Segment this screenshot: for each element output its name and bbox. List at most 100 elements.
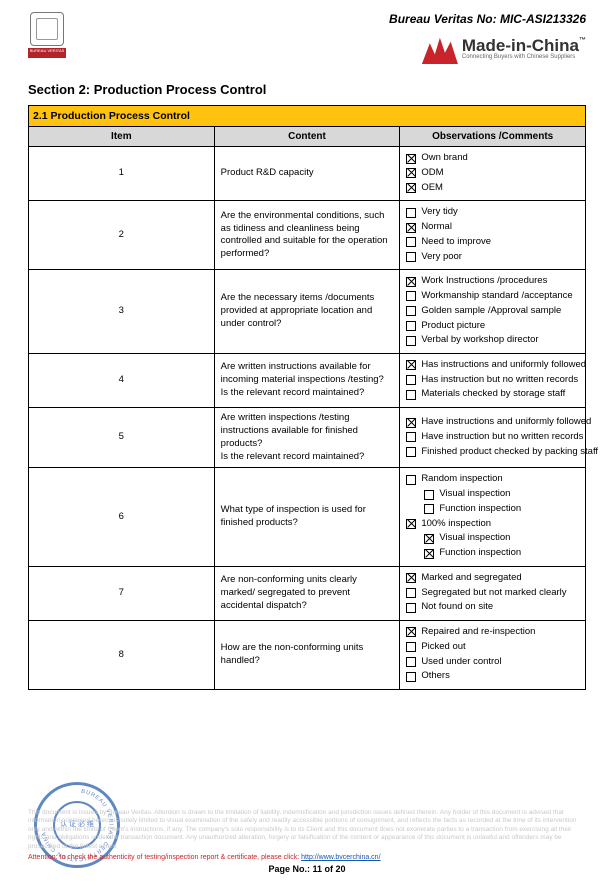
checkbox-line: Has instruction but no written records (406, 374, 579, 388)
checkbox-line: Materials checked by storage staff (406, 388, 579, 402)
checkbox-label: OEM (421, 182, 443, 193)
cell-item: 4 (29, 353, 215, 407)
checkbox-line: Own brand (406, 152, 579, 166)
table-row: 2Are the environmental conditions, such … (29, 201, 586, 270)
cell-content: Are the necessary items /documents provi… (214, 270, 400, 354)
checkbox-label: 100% inspection (421, 518, 491, 529)
checkbox-checked-icon (406, 627, 416, 637)
checkbox-label: Very poor (421, 251, 462, 262)
cell-observations: Has instructions and uniformly followedH… (400, 353, 586, 407)
checkbox-label: Picked out (421, 641, 465, 652)
cell-content: What type of inspection is used for fini… (214, 468, 400, 566)
cell-content: How are the non-conforming units handled… (214, 621, 400, 690)
checkbox-label: Very tidy (421, 206, 457, 217)
checkbox-label: Verbal by workshop director (421, 334, 538, 345)
checkbox-label: Need to improve (421, 236, 491, 247)
bv-logo-band: BUREAU VERITAS (28, 48, 66, 58)
cell-item: 8 (29, 621, 215, 690)
page-footer: This document is issued by Bureau Verita… (0, 809, 614, 876)
checkbox-line: Workmanship standard /acceptance (406, 290, 579, 304)
checkbox-unchecked-icon (406, 475, 416, 485)
checkbox-line: Very poor (406, 251, 579, 265)
table-row: 4Are written instructions available for … (29, 353, 586, 407)
checkbox-checked-icon (424, 549, 434, 559)
checkbox-line: Function inspection (406, 547, 579, 561)
checkbox-label: Normal (421, 221, 452, 232)
col-header-content: Content (214, 127, 400, 147)
table-row: 1Product R&D capacityOwn brandODMOEM (29, 147, 586, 201)
checkbox-line: Need to improve (406, 236, 579, 250)
checkbox-label: Visual inspection (439, 532, 510, 543)
checkbox-line: Marked and segregated (406, 572, 579, 586)
checkbox-unchecked-icon (406, 237, 416, 247)
cell-item: 6 (29, 468, 215, 566)
checkbox-line: Segregated but not marked clearly (406, 587, 579, 601)
checkbox-unchecked-icon (406, 447, 416, 457)
cell-observations: Repaired and re-inspectionPicked outUsed… (400, 621, 586, 690)
checkbox-unchecked-icon (406, 306, 416, 316)
bv-number: Bureau Veritas No: MIC-ASI213326 (389, 12, 586, 26)
authenticity-notice: Attention: to check the authenticity of … (28, 853, 586, 862)
checkbox-line: Finished product checked by packing staf… (406, 446, 579, 460)
checkbox-label: Used under control (421, 656, 501, 667)
checkbox-unchecked-icon (406, 291, 416, 301)
checkbox-label: Product picture (421, 320, 485, 331)
checkbox-line: Have instruction but no written records (406, 431, 579, 445)
table-row: 7Are non-conforming units clearly marked… (29, 566, 586, 620)
checkbox-label: Marked and segregated (421, 572, 521, 583)
table-row: 5Are written inspections /testing instru… (29, 408, 586, 468)
table-row: 3Are the necessary items /documents prov… (29, 270, 586, 354)
checkbox-unchecked-icon (406, 657, 416, 667)
mic-main-text: Made-in-China™ (462, 37, 586, 54)
checkbox-line: Product picture (406, 320, 579, 334)
cell-observations: Very tidy Normal Need to improve Very poor (400, 201, 586, 270)
col-header-obs: Observations /Comments (400, 127, 586, 147)
col-header-item: Item (29, 127, 215, 147)
checkbox-line: Picked out (406, 641, 579, 655)
checkbox-unchecked-icon (406, 432, 416, 442)
checkbox-label: Others (421, 670, 450, 681)
checkbox-checked-icon (406, 168, 416, 178)
checkbox-line: Very tidy (406, 206, 579, 220)
cell-content: Are written instructions available for i… (214, 353, 400, 407)
mic-sub-text: Connecting Buyers with Chinese Suppliers (462, 54, 586, 60)
authenticity-link[interactable]: http://www.bvcerchina.cn/ (301, 854, 380, 861)
made-in-china-logo: Made-in-China™ Connecting Buyers with Ch… (389, 32, 586, 64)
checkbox-line: OEM (406, 182, 579, 196)
checkbox-line: Function inspection (406, 503, 579, 517)
cell-content: Are the environmental conditions, such a… (214, 201, 400, 270)
checkbox-label: Function inspection (439, 547, 521, 558)
cell-observations: Marked and segregated Segregated but not … (400, 566, 586, 620)
checkbox-line: Visual inspection (406, 532, 579, 546)
checkbox-unchecked-icon (406, 252, 416, 262)
cell-item: 1 (29, 147, 215, 201)
checkbox-label: Have instruction but no written records (421, 431, 583, 442)
cell-observations: Random inspectionVisual inspectionFuncti… (400, 468, 586, 566)
checkbox-line: Visual inspection (406, 488, 579, 502)
checkbox-unchecked-icon (406, 603, 416, 613)
checkbox-label: Finished product checked by packing staf… (421, 446, 598, 457)
bv-shield-icon (30, 12, 64, 46)
checkbox-label: Function inspection (439, 503, 521, 514)
checkbox-label: ODM (421, 167, 443, 178)
bureau-veritas-logo: BUREAU VERITAS (28, 12, 66, 58)
checkbox-unchecked-icon (406, 642, 416, 652)
checkbox-line: Others (406, 670, 579, 684)
checkbox-label: Not found on site (421, 601, 493, 612)
checkbox-unchecked-icon (406, 321, 416, 331)
cell-item: 2 (29, 201, 215, 270)
checkbox-checked-icon (406, 519, 416, 529)
page-number: Page No.: 11 of 20 (28, 864, 586, 876)
checkbox-checked-icon (406, 223, 416, 233)
cell-observations: Have instructions and uniformly followed… (400, 408, 586, 468)
checkbox-line: Verbal by workshop director (406, 334, 579, 348)
checkbox-checked-icon (406, 154, 416, 164)
checkbox-unchecked-icon (406, 208, 416, 218)
cell-content: Are written inspections /testing instruc… (214, 408, 400, 468)
checkbox-line: Not found on site (406, 601, 579, 615)
checkbox-checked-icon (406, 277, 416, 287)
checkbox-checked-icon (406, 418, 416, 428)
checkbox-label: Materials checked by storage staff (421, 388, 565, 399)
table-row: 8How are the non-conforming units handle… (29, 621, 586, 690)
checkbox-checked-icon (406, 183, 416, 193)
